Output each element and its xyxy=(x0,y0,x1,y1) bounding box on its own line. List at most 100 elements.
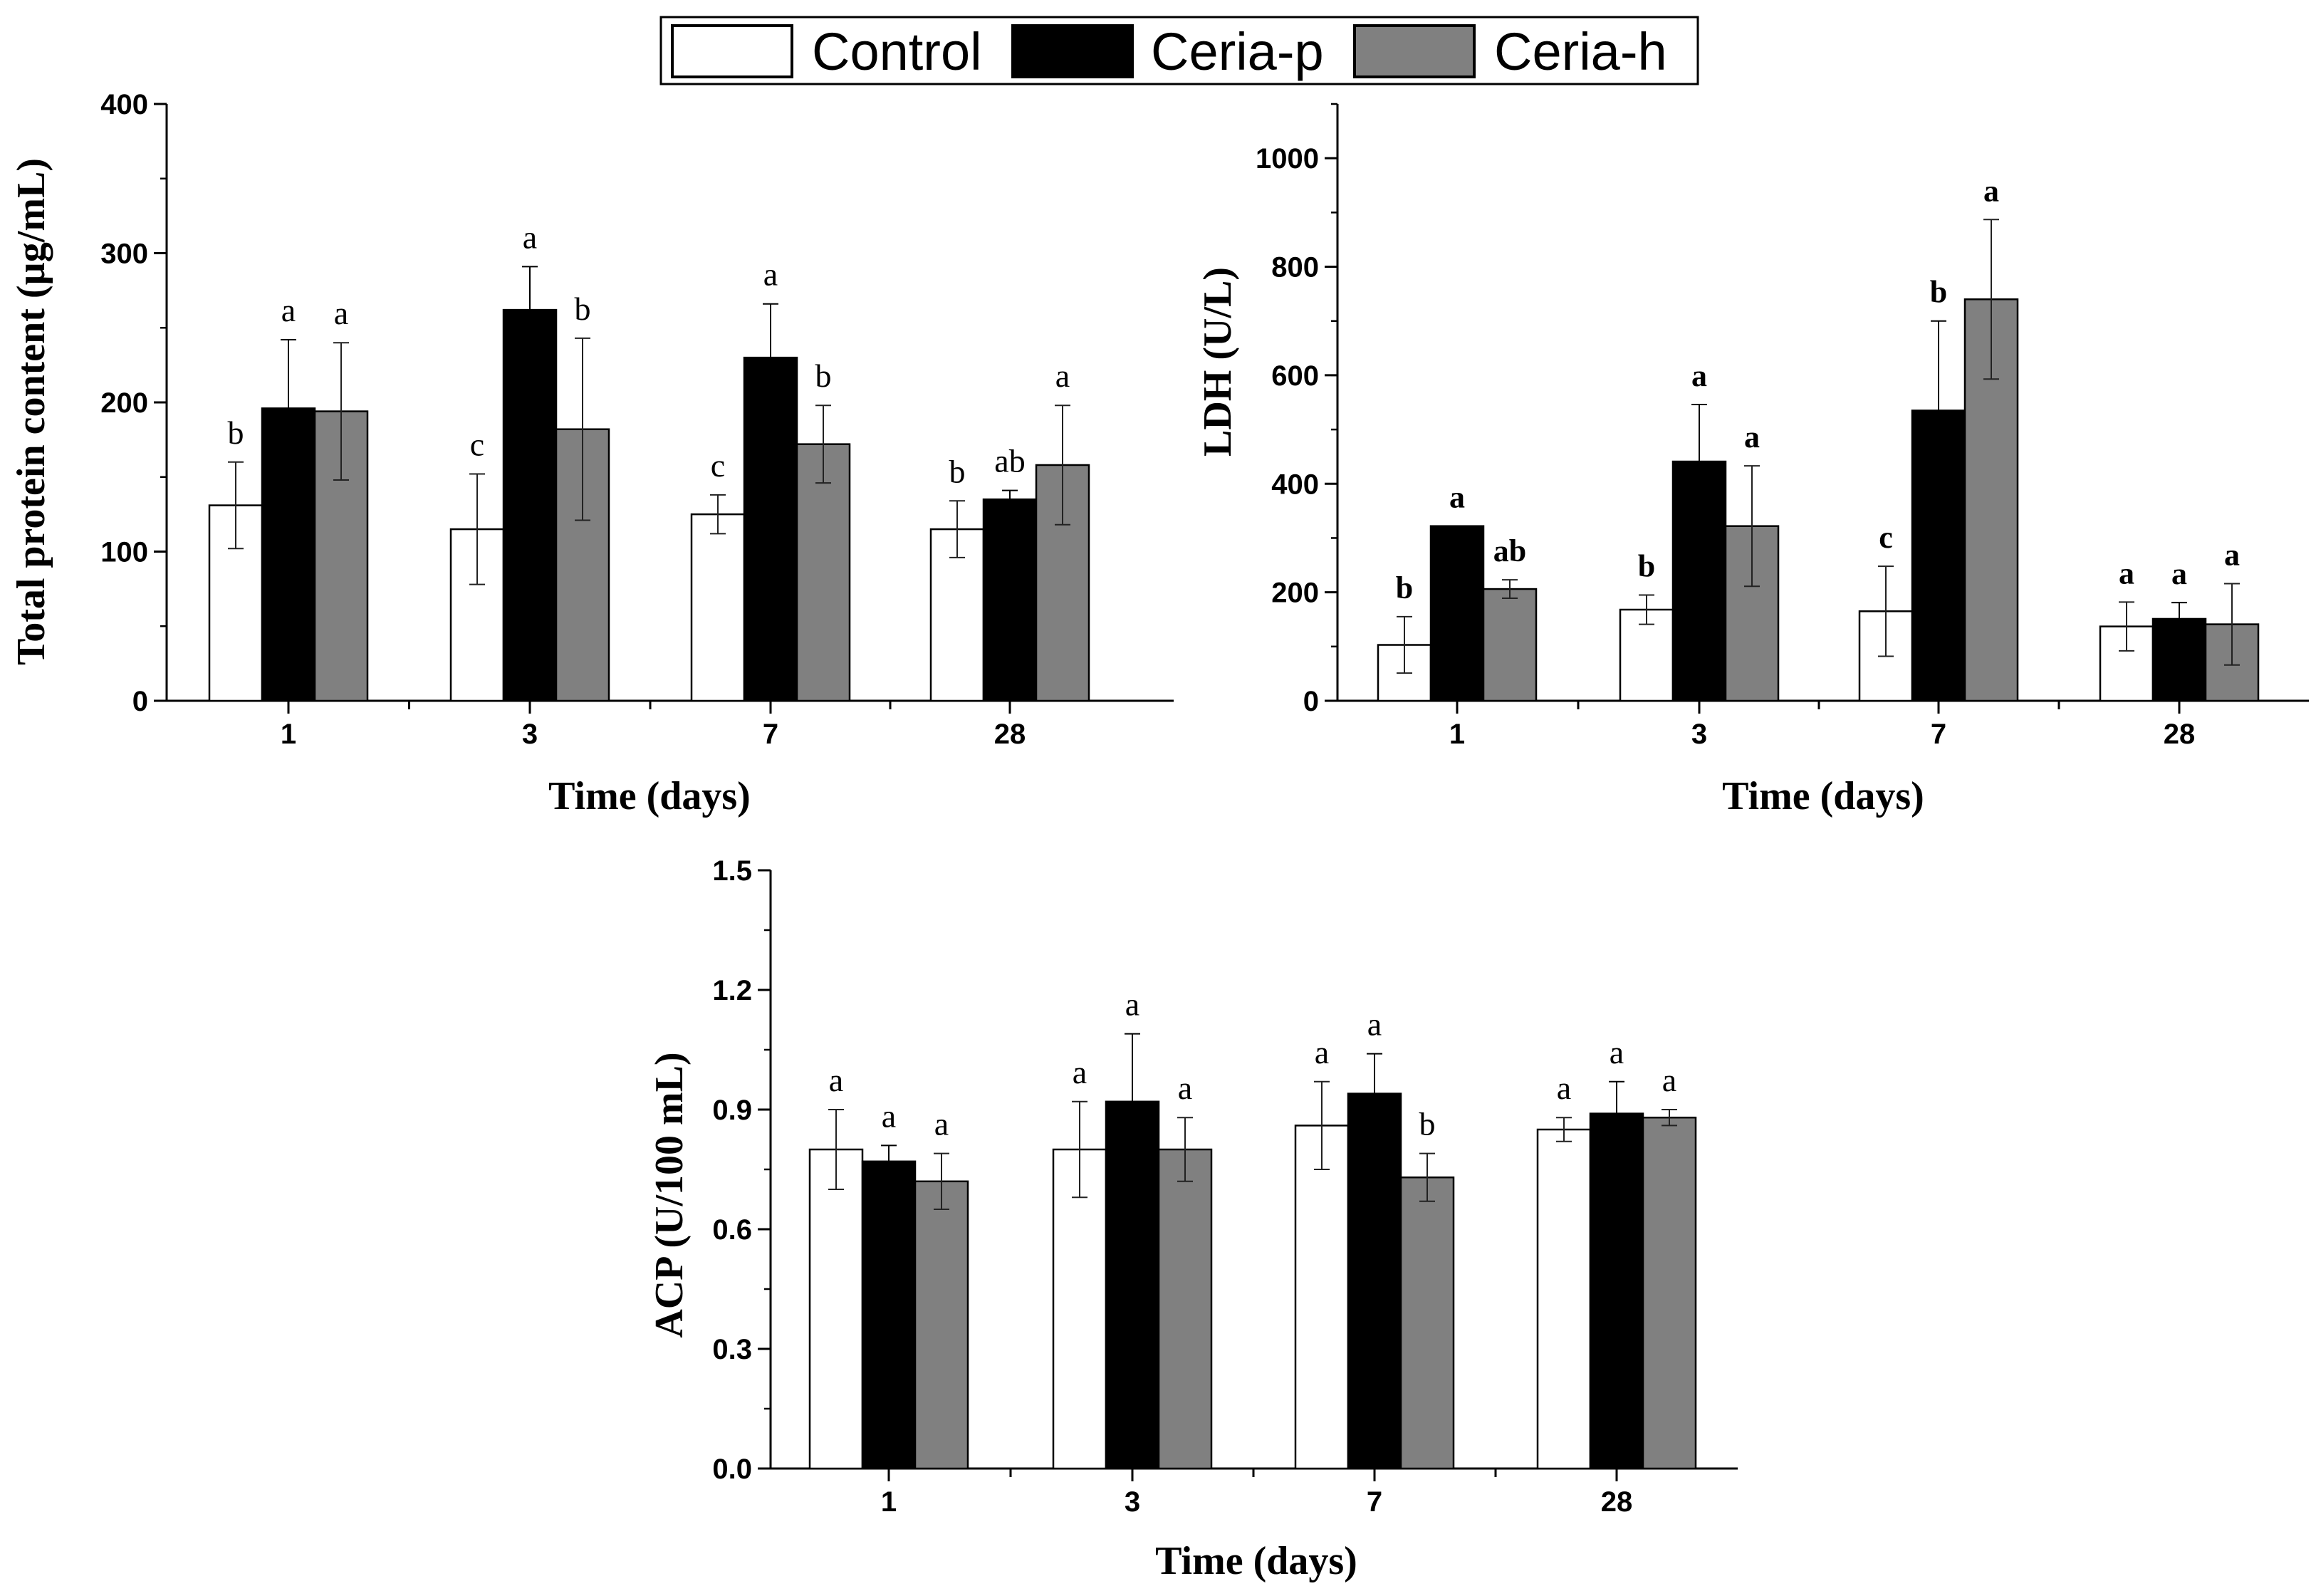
total-protein-bar-ceria-p xyxy=(502,308,558,702)
acp-y-tick-label: 0.0 xyxy=(712,1454,752,1485)
total-protein-bar-ceria-h xyxy=(796,443,851,702)
acp-significance-label: a xyxy=(1178,1070,1192,1106)
acp-bar-control xyxy=(808,1148,864,1470)
acp-y-tick-label: 0.6 xyxy=(712,1214,752,1246)
total-protein-bar-control xyxy=(690,513,746,702)
ldh-chart: LDH (U/L) Time (days) 0 200 400 600 800 1000 1… xyxy=(1196,103,2309,818)
acp-significance-label: a xyxy=(1557,1070,1571,1106)
total-protein-y-tick-label: 100 xyxy=(100,537,148,568)
total-protein-y-tick-label: 200 xyxy=(100,387,148,419)
ldh-significance-label: a xyxy=(1691,358,1707,393)
total-protein-bar-ceria-p xyxy=(982,498,1038,702)
acp-bar-ceria-h xyxy=(914,1180,969,1470)
legend-swatch-ceria-h xyxy=(1353,24,1476,78)
ldh-x-tick-label: 3 xyxy=(1691,719,1707,750)
acp-y-axis-title: ACP (U/100 mL) xyxy=(647,1052,692,1337)
acp-chart: ACP (U/100 mL) Time (days) 0.0 0.3 0.6 0.9 1… xyxy=(647,855,1738,1583)
total-protein-x-axis-title: Time (days) xyxy=(548,774,751,818)
total-protein-significance-label: b xyxy=(949,453,966,489)
ldh-x-tick-label: 7 xyxy=(1931,719,1946,750)
acp-significance-label: a xyxy=(934,1106,949,1142)
acp-y-tick-label: 0.3 xyxy=(712,1334,752,1365)
ldh-significance-label: a xyxy=(1983,173,1999,208)
ldh-significance-label: a xyxy=(2171,556,2187,591)
acp-bar-ceria-h xyxy=(1642,1116,1697,1470)
total-protein-significance-label: b xyxy=(815,358,832,394)
total-protein-bar-control xyxy=(449,528,505,702)
acp-significance-label: a xyxy=(1073,1054,1087,1090)
ldh-y-tick-label: 1000 xyxy=(1256,143,1319,174)
ldh-y-tick-label: 0 xyxy=(1303,686,1319,717)
total-protein-significance-label: a xyxy=(763,256,778,293)
acp-bar-control xyxy=(1294,1125,1350,1470)
ldh-significance-label: b xyxy=(1930,275,1947,310)
acp-bar-control xyxy=(1052,1148,1107,1470)
total-protein-chart: Total protein content (µg/mL) Time (days… xyxy=(9,89,1174,818)
ldh-bar-ceria-p xyxy=(1429,525,1485,702)
ldh-x-axis-title: Time (days) xyxy=(1722,774,1924,818)
ldh-bar-ceria-h xyxy=(1482,588,1538,702)
ldh-y-tick-label: 200 xyxy=(1271,578,1319,609)
total-protein-y-tick-label: 300 xyxy=(100,239,148,270)
total-protein-significance-label: a xyxy=(281,292,296,328)
acp-significance-label: a xyxy=(1610,1034,1624,1070)
total-protein-significance-label: a xyxy=(523,219,537,255)
total-protein-significance-label: b xyxy=(575,291,591,327)
acp-bar-ceria-h xyxy=(1399,1176,1455,1470)
total-protein-x-tick-label: 1 xyxy=(281,719,296,750)
total-protein-significance-label: b xyxy=(228,414,244,451)
legend-label-control: Control xyxy=(812,22,982,81)
legend: Control Ceria-p Ceria-h xyxy=(659,16,1699,85)
total-protein-bar-ceria-p xyxy=(743,356,798,702)
ldh-significance-label: a xyxy=(2224,537,2240,572)
total-protein-x-tick-label: 28 xyxy=(994,719,1026,750)
acp-significance-label: a xyxy=(1662,1062,1676,1098)
acp-bar-ceria-p xyxy=(1347,1092,1402,1470)
ldh-significance-label: c xyxy=(1879,520,1893,555)
acp-y-tick-label: 1.5 xyxy=(712,855,752,887)
total-protein-significance-label: c xyxy=(470,427,484,463)
legend-frame xyxy=(659,16,1699,85)
ldh-significance-label: b xyxy=(1638,548,1655,583)
total-protein-significance-label: ab xyxy=(994,443,1025,479)
legend-swatch-ceria-p xyxy=(1011,24,1134,78)
total-protein-x-tick-label: 3 xyxy=(522,719,538,750)
acp-bar-ceria-h xyxy=(1157,1148,1213,1470)
total-protein-x-tick-label: 7 xyxy=(763,719,778,750)
acp-bar-control xyxy=(1536,1128,1592,1470)
acp-significance-label: a xyxy=(1125,986,1139,1023)
acp-significance-label: a xyxy=(1367,1006,1382,1043)
ldh-significance-label: a xyxy=(1449,480,1465,515)
acp-y-tick-label: 0.9 xyxy=(712,1095,752,1126)
legend-label-ceria-h: Ceria-h xyxy=(1494,22,1667,81)
total-protein-y-tick-label: 0 xyxy=(132,686,148,717)
ldh-x-tick-label: 1 xyxy=(1449,719,1465,750)
ldh-significance-label: a xyxy=(1744,419,1760,454)
acp-x-axis-title: Time (days) xyxy=(1155,1539,1357,1583)
acp-significance-label: b xyxy=(1419,1106,1436,1142)
legend-swatch-control xyxy=(671,24,793,78)
acp-bar-ceria-p xyxy=(1589,1112,1644,1470)
acp-x-tick-label: 3 xyxy=(1125,1486,1140,1518)
acp-x-tick-label: 7 xyxy=(1367,1486,1382,1518)
legend-label-ceria-p: Ceria-p xyxy=(1151,22,1324,81)
ldh-y-tick-label: 800 xyxy=(1271,252,1319,283)
total-protein-y-tick-label: 400 xyxy=(100,89,148,120)
acp-significance-label: a xyxy=(882,1097,896,1134)
ldh-y-axis-title: LDH (U/L) xyxy=(1196,267,1240,457)
ldh-y-tick-label: 400 xyxy=(1271,469,1319,500)
acp-y-tick-label: 1.2 xyxy=(712,975,752,1006)
acp-x-tick-label: 28 xyxy=(1601,1486,1633,1518)
acp-significance-label: a xyxy=(1315,1034,1329,1070)
total-protein-significance-label: a xyxy=(334,295,348,331)
total-protein-significance-label: a xyxy=(1055,358,1070,394)
ldh-significance-label: b xyxy=(1396,570,1413,605)
ldh-x-tick-label: 28 xyxy=(2164,719,2196,750)
ldh-y-tick-label: 600 xyxy=(1271,360,1319,392)
total-protein-significance-label: c xyxy=(711,447,725,484)
ldh-significance-label: a xyxy=(2119,556,2134,590)
acp-bar-ceria-p xyxy=(861,1160,917,1470)
acp-x-tick-label: 1 xyxy=(881,1486,897,1518)
total-protein-y-axis-title: Total protein content (µg/mL) xyxy=(9,158,53,665)
